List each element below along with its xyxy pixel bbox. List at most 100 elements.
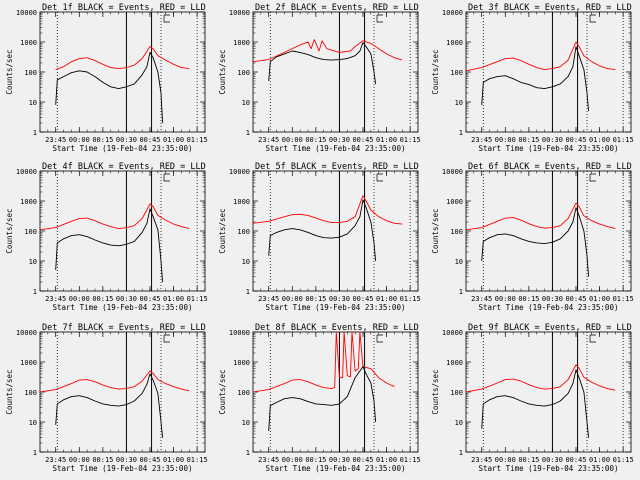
y-tick-label: 1000	[233, 359, 250, 367]
y-tick-label: 10000	[16, 9, 37, 17]
y-tick-label: 100	[237, 69, 250, 77]
y-tick-label: 1	[459, 449, 463, 457]
plot-frame	[465, 11, 632, 133]
x-tick-label: 01:00	[163, 456, 184, 464]
x-tick-label: 01:15	[613, 136, 634, 144]
series-line-lld	[55, 46, 190, 71]
plot-frame	[252, 11, 419, 133]
panel-title: Det 3f BLACK = Events, RED = LLD	[468, 3, 632, 13]
x-tick-label: 23:45	[258, 295, 279, 303]
x-axis-label: Start Time (19-Feb-04 23:35:00)	[53, 464, 193, 473]
y-tick-label: 1000	[446, 39, 463, 47]
interval-bracket	[376, 14, 383, 23]
x-tick-label: 00:30	[329, 295, 350, 303]
x-tick-label: 00:15	[92, 456, 113, 464]
panel-det1: Det 1f BLACK = Events, RED = LLD 1 10 100 10…	[5, 3, 208, 153]
x-tick-label: 01:00	[163, 136, 184, 144]
x-tick-label: 00:15	[518, 456, 539, 464]
x-tick-label: 00:45	[352, 295, 373, 303]
x-tick-label: 00:15	[518, 295, 539, 303]
series-line-events	[268, 366, 377, 432]
plot-frame	[39, 331, 206, 453]
x-tick-label: 23:45	[471, 295, 492, 303]
x-tick-label: 01:15	[400, 295, 421, 303]
y-tick-label: 1000	[233, 198, 250, 206]
x-tick-label: 01:00	[376, 456, 397, 464]
y-tick-label: 100	[450, 389, 463, 397]
x-tick-label: 23:45	[471, 136, 492, 144]
x-tick-label: 00:45	[139, 136, 160, 144]
y-tick-label: 100	[24, 389, 37, 397]
interval-bracket	[589, 173, 596, 182]
y-tick-label: 1	[33, 288, 37, 296]
x-tick-label: 01:15	[187, 456, 208, 464]
panel-det6: Det 6f BLACK = Events, RED = LLD 1 10 100 10…	[431, 162, 634, 312]
x-tick-label: 23:45	[258, 136, 279, 144]
y-tick-label: 1000	[233, 39, 250, 47]
interval-bracket	[163, 14, 170, 23]
x-tick-label: 00:30	[116, 295, 137, 303]
x-axis-label: Start Time (19-Feb-04 23:35:00)	[266, 303, 406, 312]
y-axis-label: Counts/sec	[218, 369, 227, 414]
panel-det5: Det 5f BLACK = Events, RED = LLD 1 10 100 10…	[218, 162, 421, 312]
panel-title: Det 9f BLACK = Events, RED = LLD	[468, 323, 632, 333]
y-axis-label: Counts/sec	[431, 369, 440, 414]
x-axis-label: Start Time (19-Feb-04 23:35:00)	[53, 303, 193, 312]
x-axis-label: Start Time (19-Feb-04 23:35:00)	[479, 303, 619, 312]
series-line-lld	[465, 364, 616, 393]
y-tick-label: 10	[29, 99, 37, 107]
interval-bracket	[589, 14, 596, 23]
x-tick-label: 00:45	[352, 136, 373, 144]
y-tick-label: 1000	[20, 39, 37, 47]
y-tick-label: 1	[246, 129, 250, 137]
y-tick-label: 100	[237, 228, 250, 236]
series-line-lld	[252, 195, 403, 225]
plot-frame	[39, 11, 206, 133]
panel-det7: Det 7f BLACK = Events, RED = LLD 1 10 100 10…	[5, 323, 208, 473]
series-line-events	[55, 51, 164, 124]
x-tick-label: 23:45	[45, 295, 66, 303]
x-tick-label: 00:30	[542, 456, 563, 464]
x-tick-label: 00:00	[69, 456, 90, 464]
y-tick-label: 10	[455, 258, 463, 266]
x-tick-label: 00:00	[282, 136, 303, 144]
series-line-events	[481, 46, 590, 112]
y-tick-label: 1	[459, 288, 463, 296]
x-tick-label: 01:15	[613, 456, 634, 464]
x-tick-label: 00:00	[495, 136, 516, 144]
x-tick-label: 01:00	[589, 456, 610, 464]
y-tick-label: 10	[455, 99, 463, 107]
x-tick-label: 23:45	[45, 136, 66, 144]
y-tick-label: 10	[29, 419, 37, 427]
y-axis-label: Counts/sec	[5, 208, 14, 253]
x-tick-label: 00:30	[329, 136, 350, 144]
plot-frame	[465, 170, 632, 292]
y-tick-label: 1	[246, 449, 250, 457]
x-tick-label: 00:00	[69, 136, 90, 144]
interval-bracket	[163, 173, 170, 182]
x-tick-label: 01:15	[187, 295, 208, 303]
x-tick-label: 00:45	[565, 295, 586, 303]
x-tick-label: 00:45	[139, 295, 160, 303]
plot-frame	[252, 170, 419, 292]
x-tick-label: 23:45	[258, 456, 279, 464]
panel-det2: Det 2f BLACK = Events, RED = LLD 1 10 100 10…	[218, 3, 421, 153]
y-tick-label: 10	[455, 419, 463, 427]
x-tick-label: 00:00	[282, 295, 303, 303]
panel-det4: Det 4f BLACK = Events, RED = LLD 1 10 100 10…	[5, 162, 208, 312]
y-axis-label: Counts/sec	[431, 49, 440, 94]
y-tick-label: 1000	[446, 359, 463, 367]
x-tick-label: 01:00	[163, 295, 184, 303]
series-line-lld	[465, 202, 616, 231]
x-tick-label: 00:00	[495, 295, 516, 303]
x-tick-label: 00:15	[305, 456, 326, 464]
series-line-lld	[252, 39, 403, 63]
y-tick-label: 1	[459, 129, 463, 137]
y-tick-label: 1000	[20, 359, 37, 367]
y-axis-label: Counts/sec	[5, 49, 14, 94]
x-tick-label: 01:15	[613, 295, 634, 303]
y-tick-label: 1	[33, 129, 37, 137]
panel-det3: Det 3f BLACK = Events, RED = LLD 1 10 100 10…	[431, 3, 634, 153]
y-tick-label: 1000	[20, 198, 37, 206]
